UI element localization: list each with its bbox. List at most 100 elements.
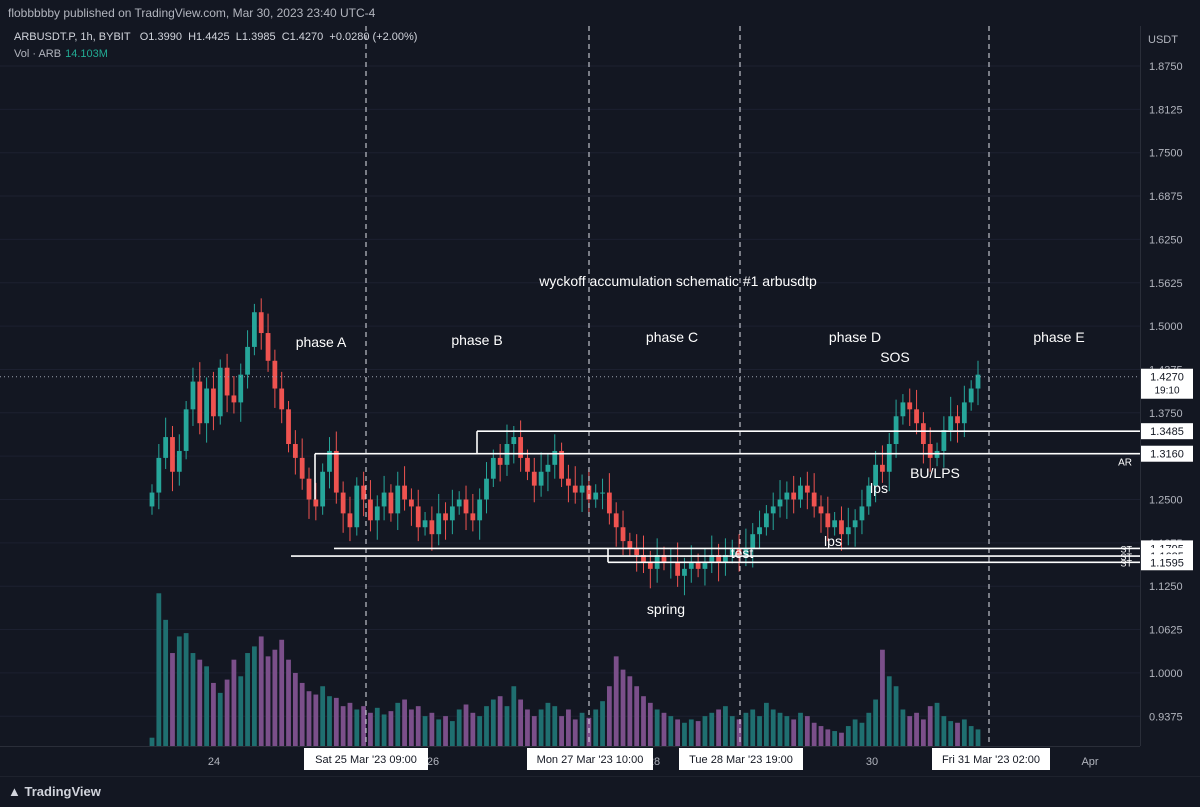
volume-bar <box>190 653 196 746</box>
volume-bar <box>688 719 694 746</box>
price-tick-label: 1.5625 <box>1149 278 1183 290</box>
volume-bar <box>723 706 728 746</box>
candle-body <box>149 492 155 507</box>
volume-bar <box>395 702 401 746</box>
price-tick-label: 1.7500 <box>1149 148 1183 160</box>
volume-bar <box>818 726 824 746</box>
candle-body <box>975 374 981 389</box>
candle-body <box>525 457 530 472</box>
candle-body <box>183 409 189 451</box>
volume-bar <box>579 712 585 746</box>
volume-bar <box>770 709 776 746</box>
volume-bar <box>443 716 448 746</box>
volume-bar <box>668 716 674 746</box>
volume-bar <box>306 691 312 746</box>
volume-bar <box>163 619 169 746</box>
price-axis[interactable]: 1.8750 1.8125 1.7500 1.6875 1.6250 1.5625 1.50… <box>1140 26 1200 746</box>
candlestick-chart[interactable]: wyckoff accumulation schematic #1 arbusd… <box>0 26 1140 746</box>
candle-body <box>415 506 421 528</box>
candle-body <box>231 395 237 403</box>
volume-bar <box>374 707 380 746</box>
footer: ▲ TradingView <box>0 776 1200 807</box>
candle-body <box>852 520 858 528</box>
price-tick-label: 1.6250 <box>1149 234 1183 246</box>
candle-body <box>163 437 169 458</box>
volume-bar <box>627 676 633 746</box>
volume-bar <box>224 679 230 746</box>
volume-bar <box>347 702 353 746</box>
volume-bar <box>880 649 885 746</box>
countdown-label: 19:10 <box>1154 386 1179 397</box>
volume-bar <box>900 709 906 746</box>
volume-bar <box>914 712 919 746</box>
time-marker-box <box>679 748 803 770</box>
time-axis[interactable]: 24 26 28 30 Apr Sat 25 Mar '23 09:00 Mon 27 Ma… <box>0 746 1140 777</box>
volume-bar <box>948 721 954 746</box>
chart-plot-area[interactable]: wyckoff accumulation schematic #1 arbusd… <box>0 26 1140 746</box>
level-price-label: 1.1595 <box>1150 557 1184 569</box>
candle-body <box>859 506 865 521</box>
candle-body <box>709 554 715 562</box>
candle-body <box>545 464 551 472</box>
annotation-label: test <box>731 545 754 561</box>
volume-bar <box>825 729 831 746</box>
level-tag: AR <box>1118 458 1132 469</box>
volume-bar <box>156 593 162 746</box>
candle-body <box>777 499 783 507</box>
price-tick-label: 1.6875 <box>1149 191 1183 203</box>
volume-bar <box>634 686 640 746</box>
candle-body <box>368 499 373 521</box>
volume-bar <box>340 706 346 746</box>
candle-body <box>531 471 537 486</box>
high-value: H1.4425 <box>188 31 230 43</box>
volume-bar <box>920 719 926 746</box>
candle-body <box>634 548 640 555</box>
candle-body <box>770 506 776 514</box>
publisher-line: flobbbbby published on TradingView.com, … <box>8 6 376 20</box>
volume-bar <box>176 636 182 746</box>
candle-body <box>627 541 633 549</box>
volume-bar <box>641 696 646 746</box>
volume-bar <box>354 709 360 746</box>
volume-bar <box>729 716 735 746</box>
volume-bar <box>477 716 483 746</box>
candle-body <box>190 381 196 410</box>
price-tick-label: 1.1250 <box>1149 581 1183 593</box>
symbol-name: ARBUSDT.P, 1h, BYBIT <box>14 31 131 43</box>
candle-body <box>497 457 503 465</box>
candle-body <box>224 367 230 396</box>
volume-bar <box>798 712 803 746</box>
candle-body <box>456 499 462 507</box>
price-tick-label: 1.0000 <box>1149 668 1183 680</box>
volume-bar <box>245 653 250 746</box>
candle-body <box>873 464 878 486</box>
time-tick-label: 30 <box>866 756 878 768</box>
phase-label: phase A <box>296 334 347 350</box>
volume-bar <box>695 721 701 746</box>
volume-bar <box>518 699 524 746</box>
candle-body <box>340 492 346 514</box>
time-tick-label: 24 <box>208 756 220 768</box>
price-tick-label: 1.8125 <box>1149 104 1183 116</box>
volume-bar <box>777 712 783 746</box>
volume-bar <box>265 656 271 746</box>
candle-body <box>729 548 735 555</box>
volume-bar <box>320 686 326 746</box>
candle-body <box>313 499 319 507</box>
level-tag: ST <box>1120 552 1132 562</box>
volume-bar <box>470 712 476 746</box>
time-marker-label: Fri 31 Mar '23 02:00 <box>942 754 1040 766</box>
phase-label: phase D <box>829 329 881 345</box>
time-marker-box <box>304 748 428 770</box>
volume-bar <box>333 697 339 746</box>
candle-body <box>900 402 906 417</box>
volume-bar <box>313 694 319 746</box>
volume-bar <box>832 731 838 746</box>
chart-title: wyckoff accumulation schematic #1 arbusd… <box>538 273 817 289</box>
symbol-legend: ARBUSDT.P, 1h, BYBIT O1.3990 H1.4425 L1.… <box>14 31 417 43</box>
volume-bar <box>907 716 913 746</box>
tradingview-logo[interactable]: ▲ TradingView <box>8 784 101 799</box>
candle-body <box>948 416 954 431</box>
candle-body <box>238 374 244 403</box>
